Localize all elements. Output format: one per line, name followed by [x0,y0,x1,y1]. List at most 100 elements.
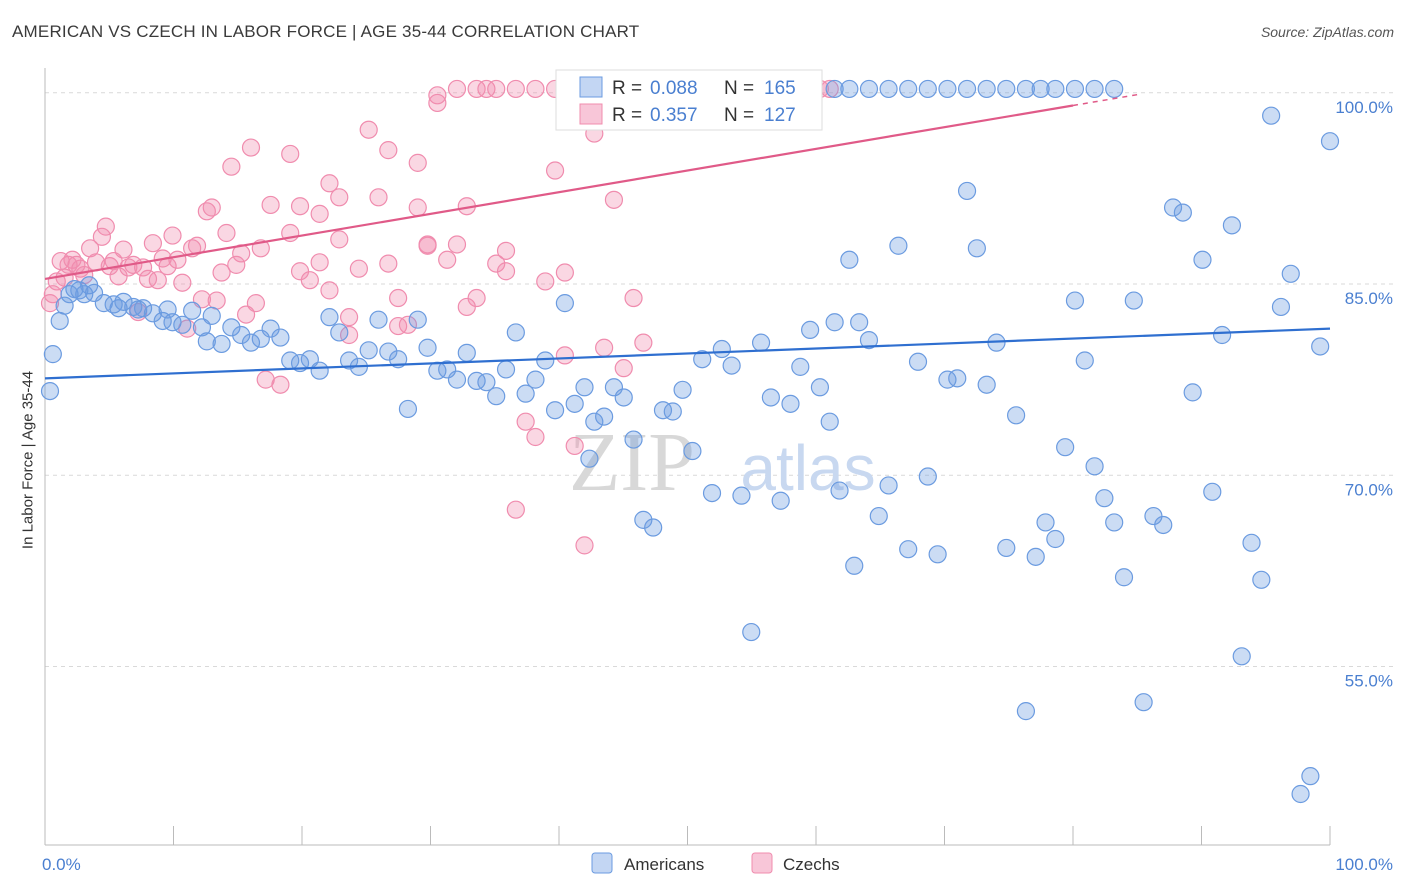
czechs-point-28 [168,250,187,269]
czechs-point-123 [389,316,408,336]
americans-point-81 [742,622,761,642]
americans-point-89 [820,412,839,431]
americans-point-94 [850,313,869,332]
americans-point-90 [825,313,844,332]
americans-point-102 [928,545,947,564]
americans-point-0 [40,382,60,401]
czechs-point-78 [565,436,584,456]
legend-n-label-americans: N = [724,78,754,99]
y-tick-label-3: 55.0% [1345,672,1393,691]
legend-r-label-americans: R = [612,78,642,99]
czechs-point-33 [192,290,212,309]
czechs-point-122 [555,346,574,365]
czechs-point-82 [604,190,624,209]
czechs-point-38 [217,223,236,243]
czechs-point-48 [271,375,290,394]
americans-point-107 [977,375,996,394]
czechs-point-64 [428,93,447,113]
americans-point-133 [1232,647,1251,666]
czechs-point-37 [212,263,231,282]
czechs-point-58 [369,188,388,207]
czechs-point-65 [438,250,457,269]
americans-point-148 [918,79,937,99]
czechs-point-52 [310,253,329,272]
americans-point-36 [310,361,329,380]
source-label: Source: ZipAtlas.com [1260,24,1394,40]
americans-point-135 [1252,570,1271,589]
czechs-point-84 [624,288,643,308]
czechs-trend-line [44,104,1074,280]
czechs-point-127 [418,236,437,255]
czechs-point-53 [320,174,339,193]
legend-r-value-americans: 0.088 [650,78,698,99]
americans-point-145 [859,79,879,99]
czechs-point-76 [545,161,565,180]
americans-point-1 [43,345,62,364]
americans-point-131 [1212,325,1232,345]
czechs-point-107 [467,79,486,99]
czechs-point-109 [506,79,525,99]
americans-point-46 [408,310,427,329]
americans-point-73 [663,402,682,421]
americans-point-86 [791,357,810,376]
americans-point-103 [938,370,957,389]
americans-point-61 [555,294,574,313]
legend-box: R = 0.088 N = 165 R = 0.357 N = 127 [555,69,823,131]
americans-point-32 [271,328,290,347]
americans-point-109 [997,538,1016,558]
americans-point-82 [751,333,771,352]
americans-point-149 [938,79,957,99]
americans-point-117 [1075,351,1094,370]
czechs-point-59 [379,254,398,273]
czechs-point-13 [96,217,115,236]
americans-point-140 [1301,767,1320,786]
americans-point-146 [879,79,898,99]
americans-point-21 [173,315,192,334]
czechs-point-106 [447,79,467,99]
czechs-point-12 [92,227,111,246]
czechs-point-120 [310,204,329,223]
americans-point-37 [320,308,339,327]
americans-point-129 [1193,250,1212,269]
americans-point-120 [1105,513,1124,532]
czechs-point-36 [207,291,226,310]
czechs-point-50 [290,197,310,216]
americans-point-123 [1134,693,1153,712]
americans-point-130 [1203,482,1222,501]
czechs-point-81 [595,338,614,357]
czechs-point-17 [114,240,133,259]
legend-swatch-americans [579,76,603,98]
americans-point-101 [918,467,937,486]
czechs-point-74 [526,427,545,447]
americans-point-87 [801,320,820,339]
bottom-legend-swatch-czechs [751,852,773,874]
americans-point-60 [545,401,565,420]
americans-point-147 [899,79,918,99]
bottom-legend-czechs: Czechs [783,855,840,874]
americans-point-83 [761,388,780,407]
americans-point-66 [595,407,614,426]
axes [44,68,1331,846]
czechs-point-124 [457,297,476,317]
czechs-point-125 [290,262,310,281]
americans-point-71 [644,518,663,537]
americans-point-132 [1222,216,1242,235]
watermark-atlas: atlas [740,432,875,504]
czechs-point-47 [261,195,280,215]
x-tick-label-1: 100.0% [1335,855,1393,874]
americans-point-151 [977,79,996,99]
americans-point-155 [1046,79,1065,99]
americans-point-128 [1183,383,1202,402]
trend-lines [44,93,1331,380]
americans-point-158 [1105,79,1124,99]
americans-point-78 [712,339,731,359]
czechs-trend-extension [1072,93,1138,107]
americans-point-70 [634,510,653,529]
americans-point-50 [447,370,467,389]
americans-point-75 [683,441,702,461]
americans-point-47 [418,338,437,357]
czechs-point-43 [241,138,261,157]
americans-point-122 [1124,291,1143,310]
americans-point-85 [781,394,800,413]
